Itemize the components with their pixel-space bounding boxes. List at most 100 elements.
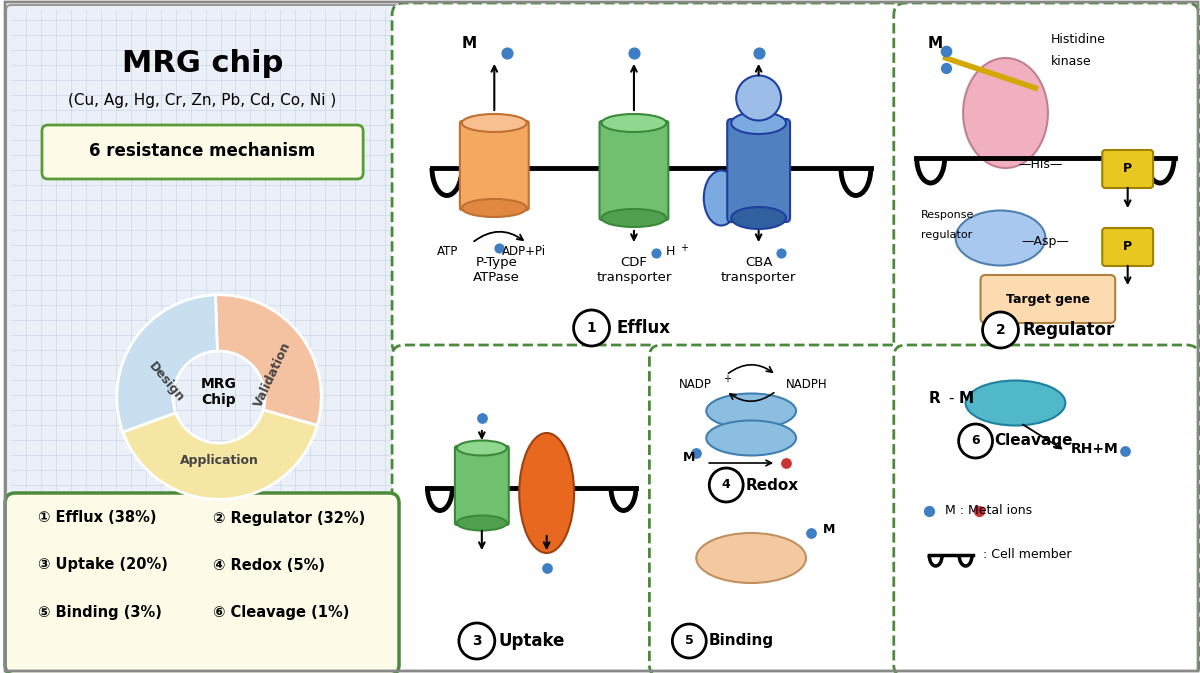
- Text: MRG
Chip: MRG Chip: [202, 377, 236, 407]
- Text: M: M: [683, 451, 696, 464]
- Text: +: +: [680, 243, 689, 253]
- Point: [624, 48, 643, 59]
- Text: M : Metal ions: M : Metal ions: [941, 505, 1032, 518]
- Point: [490, 242, 509, 253]
- FancyBboxPatch shape: [727, 119, 790, 222]
- Point: [686, 448, 706, 458]
- Text: M: M: [462, 36, 478, 51]
- Text: 4: 4: [722, 479, 731, 491]
- Text: Efflux: Efflux: [617, 319, 671, 337]
- Point: [936, 63, 955, 73]
- Ellipse shape: [731, 207, 786, 229]
- Text: Histidine: Histidine: [1050, 33, 1105, 46]
- Ellipse shape: [703, 170, 739, 225]
- Ellipse shape: [736, 75, 781, 120]
- Text: 1: 1: [587, 321, 596, 335]
- Text: Uptake: Uptake: [499, 632, 565, 650]
- FancyBboxPatch shape: [600, 121, 668, 220]
- FancyBboxPatch shape: [5, 493, 400, 673]
- FancyBboxPatch shape: [649, 345, 902, 673]
- Ellipse shape: [462, 114, 527, 132]
- Ellipse shape: [707, 394, 796, 429]
- Text: CDF
transporter: CDF transporter: [596, 256, 672, 284]
- Text: 5: 5: [685, 635, 694, 647]
- Text: H: H: [665, 245, 674, 258]
- Text: M: M: [928, 36, 943, 51]
- Ellipse shape: [966, 380, 1066, 425]
- Text: CBA
transporter: CBA transporter: [721, 256, 797, 284]
- Text: regulator: regulator: [920, 230, 972, 240]
- Text: R: R: [929, 391, 941, 406]
- Point: [776, 458, 796, 468]
- FancyBboxPatch shape: [1103, 150, 1153, 188]
- FancyBboxPatch shape: [894, 345, 1199, 673]
- Ellipse shape: [520, 433, 574, 553]
- Point: [473, 413, 492, 423]
- Text: ADP+Pi: ADP+Pi: [502, 245, 546, 258]
- Point: [802, 528, 821, 538]
- FancyBboxPatch shape: [42, 125, 364, 179]
- Point: [749, 48, 768, 59]
- Text: 6 resistance mechanism: 6 resistance mechanism: [90, 143, 316, 160]
- Circle shape: [458, 623, 494, 659]
- Text: Validation: Validation: [252, 340, 293, 409]
- Text: Target gene: Target gene: [1006, 293, 1090, 306]
- Circle shape: [709, 468, 743, 502]
- Ellipse shape: [964, 58, 1048, 168]
- Text: Cleavage: Cleavage: [995, 433, 1073, 448]
- Text: —Asp—: —Asp—: [1021, 235, 1069, 248]
- Text: -: -: [949, 391, 954, 406]
- FancyBboxPatch shape: [460, 121, 529, 210]
- Text: +: +: [724, 374, 731, 384]
- Point: [497, 48, 516, 59]
- Ellipse shape: [731, 112, 786, 134]
- Point: [772, 248, 791, 258]
- Text: Regulator: Regulator: [1022, 321, 1115, 339]
- Text: kinase: kinase: [1050, 55, 1091, 68]
- Point: [647, 248, 666, 258]
- Text: MRG chip: MRG chip: [122, 48, 283, 77]
- Ellipse shape: [601, 114, 666, 132]
- FancyBboxPatch shape: [1103, 228, 1153, 266]
- Text: 3: 3: [472, 634, 481, 648]
- Text: ATP: ATP: [437, 245, 458, 258]
- Text: ② Regulator (32%): ② Regulator (32%): [212, 511, 365, 526]
- FancyBboxPatch shape: [455, 446, 509, 525]
- Point: [936, 46, 955, 57]
- Ellipse shape: [696, 533, 806, 583]
- Circle shape: [672, 624, 707, 658]
- Text: RH+M: RH+M: [1070, 442, 1118, 456]
- FancyBboxPatch shape: [392, 3, 905, 355]
- Text: P: P: [1123, 240, 1133, 254]
- Text: (Cu, Ag, Hg, Cr, Zn, Pb, Cd, Co, Ni ): (Cu, Ag, Hg, Cr, Zn, Pb, Cd, Co, Ni ): [68, 94, 337, 108]
- Text: P: P: [1123, 162, 1133, 176]
- Circle shape: [574, 310, 610, 346]
- Text: Redox: Redox: [745, 478, 798, 493]
- Text: P-Type
ATPase: P-Type ATPase: [473, 256, 521, 284]
- Ellipse shape: [457, 516, 506, 530]
- Circle shape: [959, 424, 992, 458]
- Text: ⑥ Cleavage (1%): ⑥ Cleavage (1%): [212, 606, 349, 621]
- Text: ⑤ Binding (3%): ⑤ Binding (3%): [38, 606, 162, 621]
- Text: —His—: —His—: [1019, 158, 1062, 171]
- Point: [919, 505, 938, 516]
- Text: Response: Response: [920, 210, 974, 220]
- Text: Application: Application: [180, 454, 258, 467]
- FancyBboxPatch shape: [894, 3, 1199, 355]
- Ellipse shape: [955, 211, 1045, 266]
- Text: ③ Uptake (20%): ③ Uptake (20%): [38, 557, 168, 573]
- Wedge shape: [116, 295, 217, 432]
- Ellipse shape: [601, 209, 666, 227]
- Text: 2: 2: [996, 323, 1006, 337]
- Point: [1116, 446, 1135, 456]
- Text: Binding: Binding: [708, 633, 773, 649]
- Text: NADPH: NADPH: [786, 378, 828, 391]
- Ellipse shape: [707, 421, 796, 456]
- FancyBboxPatch shape: [392, 345, 660, 673]
- Point: [968, 505, 988, 516]
- Text: : Cell member: : Cell member: [983, 548, 1072, 561]
- Ellipse shape: [462, 199, 527, 217]
- Text: Design: Design: [145, 359, 186, 404]
- Circle shape: [983, 312, 1019, 348]
- Text: 6: 6: [971, 435, 980, 448]
